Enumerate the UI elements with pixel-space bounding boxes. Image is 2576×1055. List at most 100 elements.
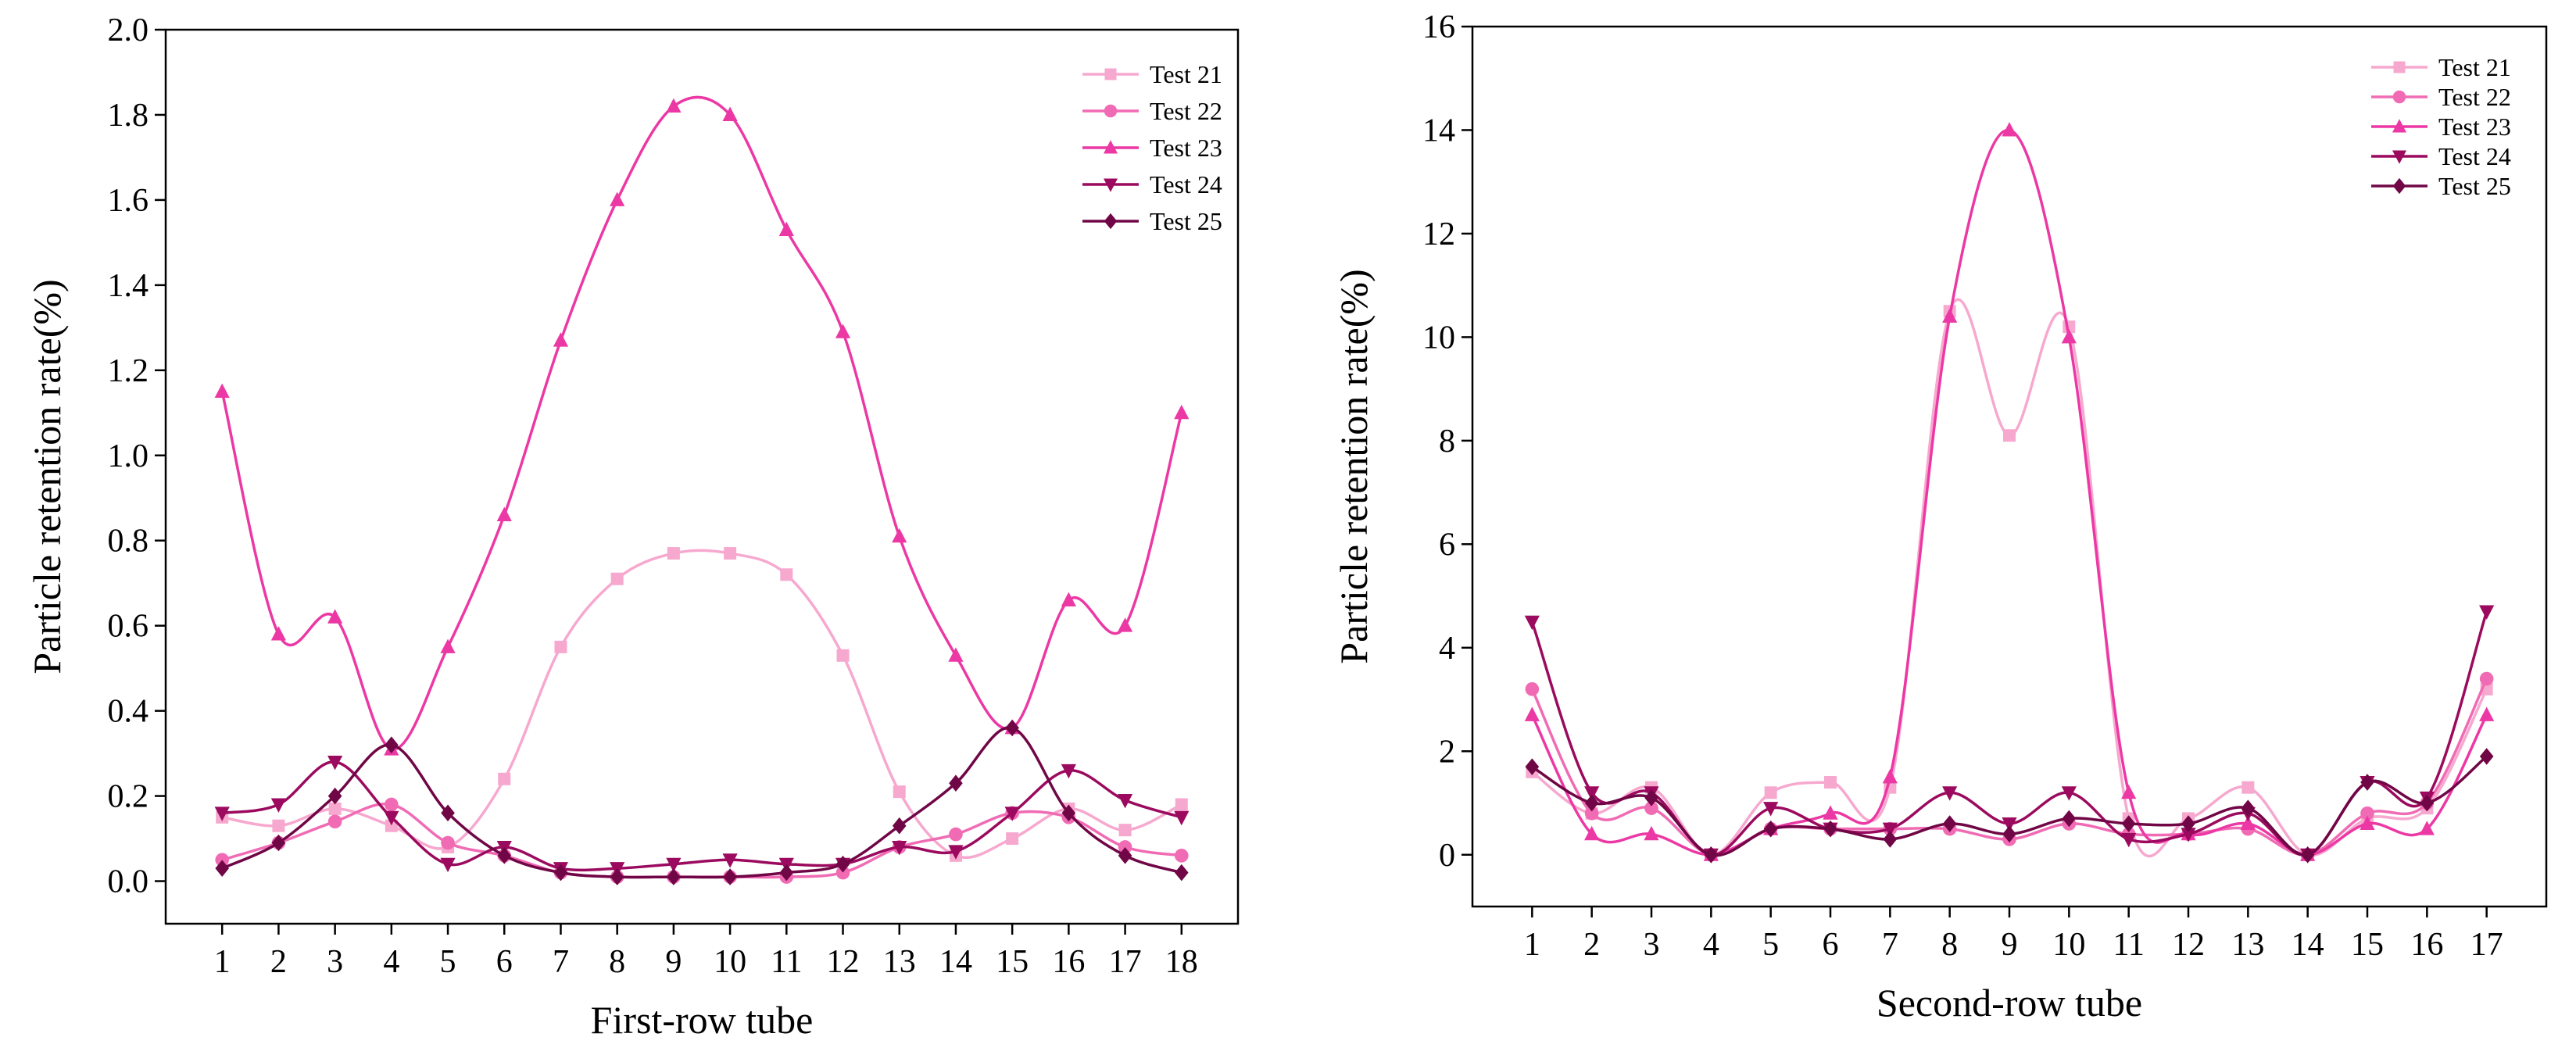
data-point-test-24 (1882, 822, 1898, 838)
data-point-test-25 (1061, 804, 1076, 822)
data-point-test-21 (610, 572, 624, 585)
data-point-test-23 (270, 626, 287, 641)
data-point-test-23 (778, 221, 794, 237)
data-point-test-25 (1763, 820, 1778, 838)
series-line-test-24 (221, 760, 1182, 872)
data-point-test-22 (2479, 671, 2494, 686)
data-point-test-23 (2360, 815, 2375, 831)
legend-marker-test-21 (2393, 61, 2406, 73)
legend-label-test-25: Test 25 (1150, 207, 1222, 235)
x-tick-label: 15 (996, 944, 1029, 980)
data-point-test-23 (2061, 329, 2077, 344)
data-point-test-24 (384, 810, 399, 826)
legend-marker-test-25 (2392, 177, 2406, 195)
data-point-test-25 (1525, 758, 1540, 775)
data-point-test-25 (892, 817, 907, 835)
y-tick-label: 0.2 (108, 779, 149, 815)
series-line-test-25 (1531, 755, 2488, 857)
data-point-test-25 (949, 774, 963, 792)
data-point-test-23 (2240, 815, 2256, 831)
legend-label-test-21: Test 21 (2438, 53, 2511, 81)
data-point-test-22 (1174, 849, 1189, 863)
data-point-test-23 (2002, 122, 2017, 137)
data-point-test-25 (2300, 846, 2315, 864)
data-point-test-24 (270, 798, 287, 813)
x-tick-label: 5 (440, 944, 456, 980)
legend-marker-test-23 (2392, 119, 2406, 133)
data-point-test-23 (496, 506, 512, 522)
y-tick-label: 12 (1422, 216, 1455, 252)
x-tick-label: 11 (771, 944, 802, 980)
x-tick-label: 7 (553, 944, 569, 980)
legend: Test 21 Test 22 Test 23 Test 24 Test 25 (1082, 60, 1222, 235)
series-line-test-23 (220, 95, 1183, 751)
series-test-25 (215, 719, 1189, 885)
data-point-test-25 (2121, 815, 2136, 832)
data-point-test-23 (722, 106, 738, 121)
y-tick-label: 16 (1422, 9, 1455, 45)
x-tick-label: 14 (939, 944, 972, 980)
data-point-test-25 (553, 864, 568, 882)
data-point-test-25 (2241, 799, 2256, 817)
legend-label-test-22: Test 22 (1150, 97, 1222, 125)
x-tick-label: 10 (714, 944, 746, 980)
legend-marker-test-22 (1104, 104, 1118, 118)
data-point-test-22 (2360, 806, 2374, 821)
data-point-test-25 (1823, 820, 1837, 838)
x-tick-label: 1 (1524, 927, 1540, 963)
data-point-test-21 (328, 802, 342, 815)
data-point-test-25 (497, 847, 512, 864)
legend-label-test-24: Test 24 (1150, 170, 1222, 198)
data-point-test-23 (1942, 308, 1958, 323)
data-point-test-21 (1006, 832, 1019, 846)
y-tick-label: 1.6 (108, 183, 149, 219)
data-point-test-22 (327, 814, 342, 829)
data-point-test-23 (2121, 784, 2137, 799)
data-point-test-25 (1584, 794, 1599, 812)
legend-label-test-21: Test 21 (1150, 60, 1222, 88)
x-tick-label: 7 (1882, 927, 1898, 963)
data-point-test-23 (610, 191, 625, 206)
x-tick-label: 13 (2231, 927, 2264, 963)
x-tick-label: 11 (2113, 927, 2144, 963)
y-tick-label: 1.2 (108, 353, 149, 389)
data-point-test-24 (948, 845, 964, 860)
data-point-test-21 (2241, 781, 2255, 794)
y-axis-title: Particle retention rate(%) (25, 279, 69, 674)
x-tick-label: 9 (665, 944, 682, 980)
data-point-test-22 (1118, 840, 1132, 854)
x-tick-label: 10 (2052, 927, 2085, 963)
data-point-test-24 (1584, 786, 1600, 801)
data-point-test-21 (554, 640, 567, 653)
data-point-test-21 (724, 547, 737, 560)
data-point-test-22 (215, 853, 230, 867)
series-test-25 (1525, 748, 2494, 864)
y-tick-label: 1.0 (108, 438, 149, 474)
data-point-test-25 (723, 868, 737, 885)
x-tick-label: 3 (1644, 927, 1660, 963)
x-axis-title: First-row tube (591, 998, 814, 1042)
data-point-test-25 (1118, 847, 1132, 864)
x-tick-label: 8 (609, 944, 625, 980)
x-tick-label: 2 (1583, 927, 1600, 963)
data-point-test-23 (327, 609, 343, 624)
x-tick-label: 1 (214, 944, 231, 980)
data-point-test-24 (1763, 802, 1779, 817)
y-tick-label: 6 (1439, 527, 1455, 563)
data-point-test-25 (835, 855, 850, 873)
data-point-test-23 (1644, 825, 1659, 841)
data-point-test-23 (1117, 617, 1133, 632)
data-point-test-25 (2420, 794, 2435, 812)
data-point-test-21 (893, 785, 906, 799)
x-axis-title: Second-row tube (1877, 981, 2142, 1025)
data-point-test-24 (2479, 605, 2495, 620)
data-point-test-25 (667, 868, 681, 885)
x-tick-label: 18 (1165, 944, 1198, 980)
data-point-test-25 (1704, 846, 1719, 864)
data-point-test-25 (1005, 719, 1019, 737)
data-point-test-24 (1061, 764, 1076, 779)
data-point-test-21 (498, 772, 511, 785)
